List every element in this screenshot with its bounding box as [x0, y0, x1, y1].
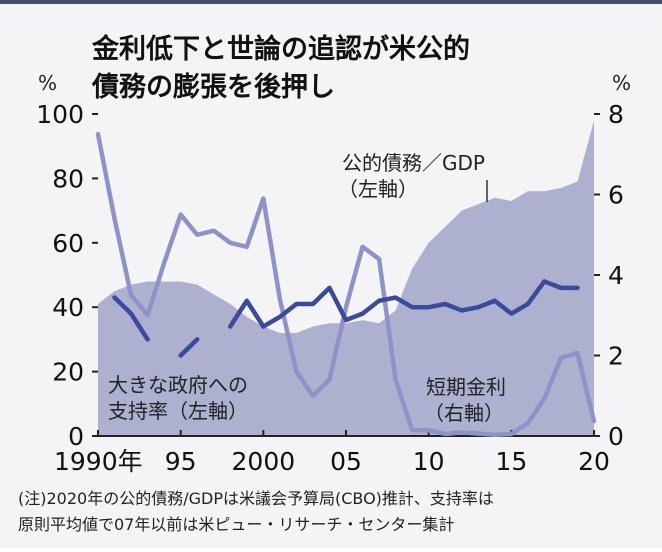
x-tick-label: 10 — [413, 447, 445, 476]
right-tick-label: 0 — [608, 422, 624, 451]
note-line-1: (注)2020年の公的債務/GDPは米議会予算局(CBO)推計、支持率は — [18, 489, 494, 508]
debt-annotation-line-1: 公的債務／GDP — [342, 151, 485, 175]
rate-annotation-line-1: 短期金利 — [426, 375, 506, 399]
right-tick-label: 2 — [608, 342, 624, 371]
left-tick-label: 100 — [36, 100, 84, 129]
right-axis-unit: % — [612, 71, 631, 95]
big-government-support-line — [112, 279, 580, 358]
rate-annotation-line-2: （右軸） — [424, 401, 504, 425]
right-tick-label: 4 — [608, 261, 624, 290]
debt-area-layer — [98, 120, 594, 436]
support-annotation-line-2: 支持率（左軸） — [108, 399, 248, 423]
note-line-2: 原則平均値で07年以前は米ピュー・リサーチ・センター集計 — [18, 515, 454, 534]
left-tick-label: 60 — [52, 229, 84, 258]
right-tick-label: 8 — [608, 100, 624, 129]
right-tick-label: 6 — [608, 181, 624, 210]
chart-title-line-1: 金利低下と世論の追認が米公的 — [91, 33, 470, 65]
left-tick-label: 80 — [52, 164, 84, 193]
chart-canvas: 金利低下と世論の追認が米公的 債務の膨張を後押し % % 10080604020… — [18, 33, 631, 534]
left-tick-label: 0 — [68, 422, 84, 451]
x-tick-label: 95 — [165, 447, 197, 476]
x-tick-label: 15 — [495, 447, 527, 476]
short-term-rate-line — [95, 131, 597, 438]
debt-gdp-area — [98, 120, 594, 436]
x-tick-label: 2000 — [232, 447, 296, 476]
line-layer — [95, 131, 597, 438]
x-tick-label: 05 — [330, 447, 362, 476]
x-tick-label: 20 — [578, 447, 610, 476]
x-tick-label: 1990年 — [54, 447, 143, 476]
left-tick-label: 40 — [52, 293, 84, 322]
debt-annotation-line-2: （左軸） — [338, 177, 418, 201]
support-annotation-line-1: 大きな政府への — [108, 373, 248, 397]
left-axis-unit: % — [38, 71, 57, 95]
chart-title-line-2: 債務の膨張を後押し — [91, 72, 335, 103]
left-tick-label: 20 — [52, 358, 84, 387]
